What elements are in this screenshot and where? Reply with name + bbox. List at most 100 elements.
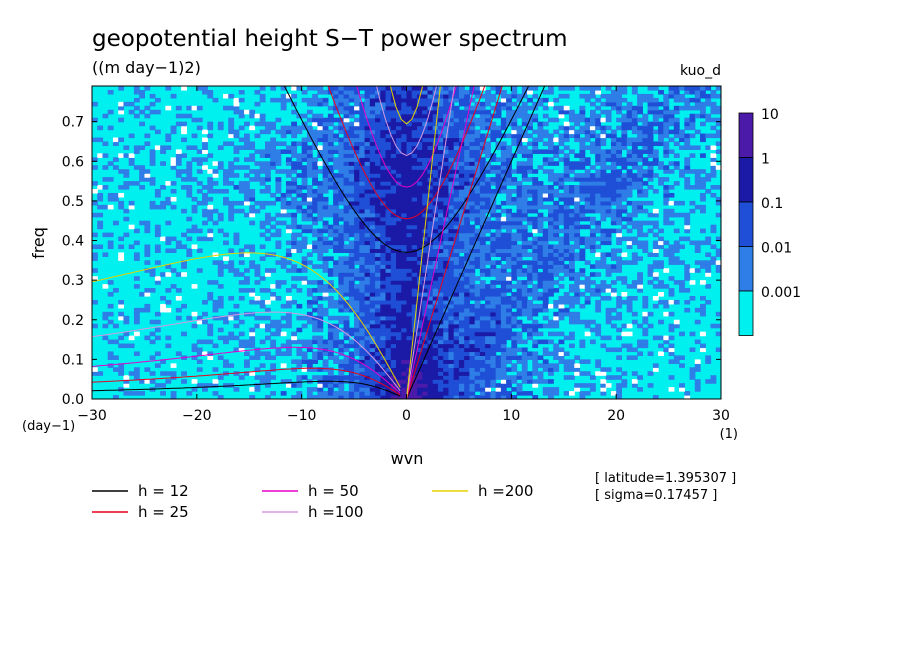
heatmap-cell [568, 391, 575, 396]
heatmap-cell [574, 200, 581, 206]
heatmap-cell [605, 165, 612, 170]
heatmap-cell [196, 125, 203, 131]
heatmap-cell [396, 288, 402, 293]
heatmap-cell [605, 367, 612, 372]
heatmap-cell [437, 244, 444, 250]
heatmap-cell [469, 351, 476, 357]
heatmap-cell [285, 288, 292, 293]
heatmap-cell [574, 256, 581, 261]
heatmap-cell [542, 359, 549, 364]
heatmap-cell [443, 347, 450, 353]
heatmap-cell [285, 224, 292, 230]
heatmap-cell [406, 272, 413, 277]
heatmap-cell [327, 331, 334, 337]
heatmap-cell [322, 311, 329, 317]
heatmap-cell [196, 189, 203, 194]
heatmap-cell [568, 149, 575, 154]
heatmap-cell [437, 192, 444, 198]
heatmap-cell [553, 117, 560, 123]
heatmap-cell [333, 375, 339, 380]
heatmap-cell [186, 185, 193, 190]
heatmap-cell [474, 244, 481, 250]
heatmap-cell [217, 212, 224, 218]
heatmap-cell [568, 117, 575, 123]
heatmap-cell [642, 145, 649, 150]
heatmap-cell [495, 375, 502, 380]
heatmap-cell [490, 323, 497, 329]
heatmap-cell [453, 161, 460, 166]
heatmap-cell [600, 387, 607, 392]
heatmap-cell [396, 185, 402, 190]
heatmap-cell [416, 216, 423, 222]
heatmap-cell [343, 232, 350, 238]
heatmap-cell [128, 157, 135, 162]
heatmap-cell [532, 343, 539, 349]
heatmap-cell [464, 311, 470, 317]
heatmap-cell [537, 133, 544, 139]
heatmap-cell [107, 319, 114, 325]
heatmap-cell [149, 204, 156, 210]
heatmap-cell [306, 157, 313, 162]
heatmap-cell [437, 212, 444, 218]
heatmap-cell [175, 161, 182, 166]
heatmap-cell [532, 240, 539, 246]
heatmap-cell [139, 121, 146, 127]
heatmap-cell [458, 224, 465, 230]
heatmap-cell [317, 113, 324, 119]
heatmap-cell [228, 173, 235, 178]
heatmap-cell [595, 288, 602, 293]
heatmap-cell [574, 232, 581, 238]
heatmap-cell [369, 169, 376, 174]
heatmap-cell [516, 113, 523, 119]
heatmap-cell [563, 307, 570, 313]
heatmap-cell [375, 181, 381, 186]
heatmap-cell [521, 236, 528, 242]
heatmap-cell [673, 323, 680, 329]
heatmap-cell [312, 244, 318, 250]
heatmap-cell [238, 185, 245, 190]
heatmap-cell [285, 311, 292, 317]
heatmap-cell [390, 295, 397, 301]
heatmap-cell [616, 208, 623, 214]
heatmap-cell [317, 232, 324, 238]
heatmap-cell [642, 137, 649, 143]
heatmap-cell [574, 165, 581, 170]
heatmap-cell [511, 196, 518, 202]
heatmap-cell [364, 359, 371, 364]
heatmap-cell [485, 204, 491, 210]
heatmap-cell [343, 181, 350, 186]
heatmap-cell [553, 129, 560, 135]
heatmap-cell [359, 315, 366, 321]
heatmap-cell [516, 339, 523, 345]
heatmap-cell [684, 220, 691, 226]
heatmap-cell [396, 204, 402, 210]
heatmap-cell [553, 311, 560, 317]
heatmap-cell [631, 200, 638, 206]
heatmap-cell [647, 212, 654, 218]
heatmap-cell [375, 363, 381, 368]
heatmap-cell [469, 204, 476, 210]
heatmap-cell [553, 208, 560, 214]
heatmap-cell [700, 153, 706, 158]
heatmap-cell [223, 189, 229, 194]
heatmap-cell [621, 189, 628, 194]
heatmap-cell [202, 299, 208, 305]
heatmap-cell [354, 295, 360, 301]
heatmap-cell [354, 383, 360, 388]
heatmap-cell [453, 248, 460, 253]
heatmap-cell [280, 379, 287, 384]
heatmap-cell [244, 165, 250, 170]
heatmap-cell [354, 200, 360, 206]
heatmap-cell [285, 252, 292, 257]
heatmap-cell [579, 280, 586, 285]
heatmap-cell [411, 141, 418, 147]
heatmap-cell [621, 117, 628, 123]
heatmap-cell [637, 200, 643, 206]
heatmap-cell [375, 169, 381, 174]
heatmap-cell [500, 268, 507, 273]
heatmap-cell [385, 133, 392, 139]
heatmap-cell [490, 335, 497, 341]
heatmap-cell [202, 387, 208, 392]
heatmap-cell [453, 173, 460, 178]
heatmap-cell [626, 244, 633, 250]
